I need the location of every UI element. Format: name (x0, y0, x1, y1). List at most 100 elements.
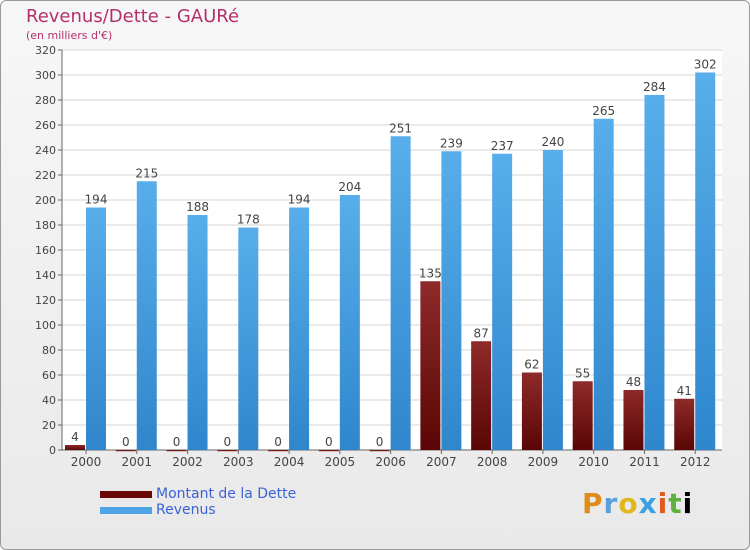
bar-debt (217, 450, 238, 452)
bar-revenus (86, 207, 106, 450)
data-label-revenus: 178 (237, 213, 260, 227)
y-tick-label: 0 (49, 444, 56, 457)
y-tick-label: 260 (35, 119, 56, 132)
bar-revenus (289, 207, 310, 450)
y-tick-label: 120 (35, 294, 56, 307)
bar-debt (420, 281, 441, 450)
data-label-debt: 41 (677, 384, 692, 398)
bar-debt (572, 381, 593, 450)
y-tick-label: 280 (35, 94, 56, 107)
x-tick-label: 2000 (71, 455, 102, 469)
bar-revenus (492, 153, 513, 450)
chart-subtitle: (en milliers d'€) (26, 29, 113, 42)
x-tick-label: 2004 (274, 455, 305, 469)
brand-letter: i (657, 487, 669, 520)
data-label-debt: 0 (223, 435, 231, 449)
legend: Montant de la Dette Revenus (100, 486, 296, 518)
x-tick-label: 2012 (680, 455, 711, 469)
brand-logo: Proxiti (582, 487, 693, 520)
data-label-revenus: 237 (491, 139, 514, 153)
bar-debt (166, 450, 187, 452)
chart-title: Revenus/Dette - GAURé (26, 6, 240, 27)
bar-debt (268, 450, 289, 452)
brand-letter: i (682, 487, 694, 520)
bar-revenus (593, 118, 614, 450)
bar-debt (318, 450, 339, 452)
data-label-revenus: 302 (694, 58, 717, 72)
bar-debt (369, 450, 390, 452)
data-label-revenus: 265 (592, 104, 615, 118)
bar-debt (521, 372, 542, 450)
y-tick-label: 300 (35, 69, 56, 82)
legend-swatch-revenus (100, 506, 152, 514)
bar-revenus (187, 215, 208, 450)
y-tick-label: 60 (42, 369, 56, 382)
data-label-debt: 135 (419, 266, 442, 280)
data-label-debt: 0 (274, 435, 282, 449)
bar-debt (65, 445, 85, 450)
y-tick-label: 220 (35, 169, 56, 182)
data-label-debt: 62 (524, 358, 539, 372)
data-label-revenus: 251 (389, 121, 412, 135)
bar-revenus (695, 72, 716, 450)
y-tick-label: 40 (42, 394, 56, 407)
data-label-revenus: 188 (186, 200, 209, 214)
bar-revenus (136, 181, 157, 450)
y-tick-label: 140 (35, 269, 56, 282)
bar-revenus (390, 136, 411, 450)
bar-debt (471, 341, 492, 450)
x-tick-label: 2011 (629, 455, 660, 469)
bar-debt (623, 390, 644, 450)
brand-letter: o (618, 487, 639, 520)
bar-debt (115, 450, 136, 452)
x-tick-label: 2006 (375, 455, 406, 469)
bar-revenus (441, 151, 462, 450)
data-label-debt: 55 (575, 366, 590, 380)
x-tick-label: 2003 (223, 455, 254, 469)
y-tick-label: 80 (42, 344, 56, 357)
y-tick-label: 200 (35, 194, 56, 207)
bar-debt (674, 398, 695, 450)
x-tick-label: 2007 (426, 455, 457, 469)
bar-revenus (644, 95, 665, 450)
data-label-debt: 0 (173, 435, 181, 449)
bar-revenus (339, 195, 360, 450)
legend-swatch-debt (100, 490, 152, 498)
data-label-debt: 4 (71, 430, 79, 444)
y-tick-label: 180 (35, 219, 56, 232)
data-label-revenus: 239 (440, 136, 463, 150)
data-label-revenus: 204 (338, 180, 361, 194)
data-label-debt: 48 (626, 375, 641, 389)
bar-revenus (542, 150, 563, 450)
data-label-revenus: 240 (541, 135, 564, 149)
data-label-revenus: 215 (135, 166, 158, 180)
data-label-debt: 0 (122, 435, 130, 449)
x-tick-label: 2001 (121, 455, 152, 469)
data-label-revenus: 194 (85, 193, 108, 207)
x-tick-label: 2010 (578, 455, 609, 469)
y-tick-label: 240 (35, 144, 56, 157)
legend-item-revenus: Revenus (100, 502, 296, 518)
data-label-debt: 0 (325, 435, 333, 449)
x-tick-label: 2005 (325, 455, 356, 469)
data-label-revenus: 284 (643, 80, 666, 94)
legend-label-debt: Montant de la Dette (156, 486, 297, 502)
y-tick-label: 160 (35, 244, 56, 257)
data-label-revenus: 194 (288, 193, 311, 207)
legend-item-debt: Montant de la Dette (100, 486, 296, 502)
data-label-debt: 87 (474, 326, 489, 340)
bar-chart: 0204060801001201401601802002202402602803… (35, 44, 722, 469)
bar-revenus (238, 227, 259, 450)
x-tick-label: 2002 (172, 455, 203, 469)
x-tick-label: 2009 (528, 455, 559, 469)
y-tick-label: 100 (35, 319, 56, 332)
legend-label-revenus: Revenus (156, 502, 216, 518)
brand-letter: P (582, 487, 604, 520)
data-label-debt: 0 (376, 435, 384, 449)
y-tick-label: 320 (35, 44, 56, 57)
brand-letter: t (668, 487, 683, 520)
brand-letter: x (638, 487, 658, 520)
brand-letter: r (603, 487, 619, 520)
y-tick-label: 20 (42, 419, 56, 432)
x-tick-label: 2008 (477, 455, 508, 469)
